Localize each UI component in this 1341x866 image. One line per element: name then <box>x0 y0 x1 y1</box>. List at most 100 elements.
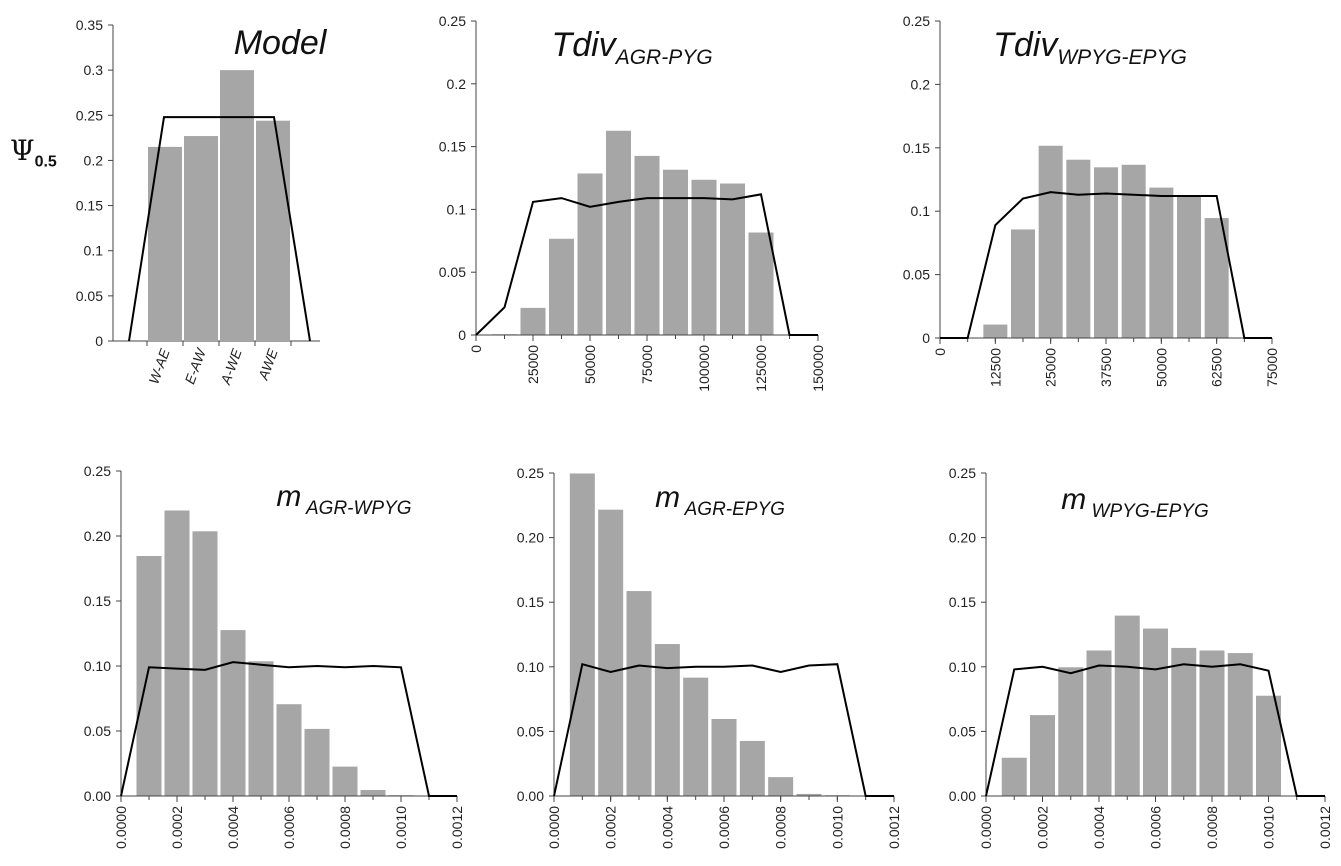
x-tick-label: 0.0012 <box>449 806 465 849</box>
x-tick-label: 0.0010 <box>829 806 845 849</box>
bar <box>1113 614 1141 797</box>
y-tick-label: 0.2 <box>911 76 931 92</box>
panel-title-main: Model <box>234 24 328 62</box>
chart-panel-6: 0.00 0.05 0.10 0.15 0.20 0.25 0.0000 0.0002 0.00… <box>949 465 1333 849</box>
chart-panel-2: 0 0.05 0.1 0.15 0.2 0.25 0 25000 50000 75000 10000… <box>439 13 826 392</box>
x-tick-label: 0.0012 <box>1317 806 1333 849</box>
y-tick-label: 0.1 <box>911 203 931 219</box>
bar <box>1037 144 1064 339</box>
x-tick-label: 50000 <box>1153 348 1169 387</box>
y-axis-label: Ψ0.5 <box>10 134 57 172</box>
panel-title: m AGR-EPYG <box>655 481 785 520</box>
x-category-label: E-AW <box>181 345 209 386</box>
x-tick-label: 75000 <box>1264 348 1280 387</box>
bar <box>1142 627 1169 797</box>
y-tick-label: 0.05 <box>949 723 976 739</box>
bar <box>625 590 653 797</box>
y-tick-label: 0.05 <box>84 723 111 739</box>
bar <box>682 676 710 797</box>
y-tick-label: 0.35 <box>76 17 103 33</box>
x-tick-label: 37500 <box>1098 348 1114 387</box>
bar <box>219 629 247 797</box>
bar <box>710 717 738 797</box>
x-tick-label: 50000 <box>582 345 598 384</box>
x-tick-label: 0.0000 <box>113 806 129 849</box>
x-tick-label: 0 <box>932 348 948 356</box>
y-tick-label: 0.15 <box>517 594 544 610</box>
y-tick-label: 0.20 <box>517 530 544 546</box>
panel-title-main: m <box>1061 483 1086 516</box>
y-tick-label: 0.05 <box>903 267 930 283</box>
bar <box>1085 649 1113 797</box>
x-category-label: A-WE <box>217 346 245 387</box>
bar <box>719 182 746 336</box>
x-tick-label: 0.0010 <box>1261 806 1277 849</box>
bar <box>633 154 661 336</box>
series-line <box>475 193 818 336</box>
y-tick-label: 0.15 <box>76 198 103 214</box>
x-tick-label: 0.0006 <box>281 806 297 849</box>
bar <box>1065 158 1092 339</box>
y-tick-label: 0.1 <box>447 201 467 217</box>
x-tick-label: 125000 <box>753 345 769 392</box>
y-tick-label: 0.1 <box>84 243 104 259</box>
panel-title: TdivWPYG-EPYG <box>993 26 1187 69</box>
y-tick-label: 0 <box>922 330 930 346</box>
bar <box>548 237 575 336</box>
y-tick-label: 0.10 <box>949 659 976 675</box>
bar <box>568 472 596 797</box>
chart-panel-5: 0.00 0.05 0.10 0.15 0.20 0.25 0.0000 0.0002 0.00… <box>517 465 902 849</box>
x-tick-label: 0.0002 <box>603 806 619 849</box>
x-category-label: W-AE <box>145 346 173 386</box>
y-tick-label: 0.15 <box>903 140 930 156</box>
panel-title: Model <box>234 24 328 62</box>
bar <box>519 306 547 336</box>
x-tick-label: 0.0006 <box>1148 806 1164 849</box>
series-line <box>553 662 894 797</box>
bar <box>1176 194 1202 339</box>
x-tick-label: 0.0004 <box>659 806 675 849</box>
bar <box>747 231 775 336</box>
bar <box>1057 666 1085 797</box>
bar <box>738 739 766 797</box>
panel-title-subscript: AGR-PYG <box>614 46 713 69</box>
y-tick-label: 0.20 <box>84 528 111 544</box>
y-tick-label: 0.25 <box>84 463 111 479</box>
panel-title-subscript: WPYG-EPYG <box>1057 46 1187 69</box>
bar <box>1010 228 1036 339</box>
x-tick-label: 0.0008 <box>773 806 789 849</box>
y-tick-label: 0.25 <box>517 465 544 481</box>
bar <box>163 509 191 797</box>
y-axis-symbol: Ψ <box>10 134 35 167</box>
x-tick-label: 0.0008 <box>1204 806 1220 849</box>
x-tick-label: 0 <box>468 345 484 353</box>
panel-title-main: m <box>655 481 680 514</box>
bar <box>982 323 1009 339</box>
y-tick-label: 0.05 <box>439 264 466 280</box>
bar <box>303 727 331 797</box>
x-tick-label: 0.0000 <box>546 806 562 849</box>
y-tick-label: 0.15 <box>84 593 111 609</box>
y-tick-label: 0 <box>458 327 466 343</box>
x-category-label: AWE <box>255 346 281 383</box>
x-tick-label: 0.0002 <box>1035 806 1051 849</box>
x-tick-label: 0.0010 <box>393 806 409 849</box>
x-tick-label: 150000 <box>810 345 826 392</box>
bar <box>220 70 254 342</box>
bar <box>275 703 303 797</box>
bar <box>690 178 718 336</box>
bar <box>148 146 182 341</box>
y-tick-label: 0.00 <box>949 788 976 804</box>
bar <box>256 120 290 342</box>
x-tick-label: 25000 <box>525 345 541 384</box>
chart-panel-1: 0 0.05 0.1 0.15 0.2 0.25 0.3 0.35 W-AE E-AW A-WE AW… <box>76 17 328 387</box>
chart-panel-3: 0 0.05 0.1 0.15 0.2 0.25 0 12500 25000 37500 50000… <box>903 13 1280 387</box>
bar <box>359 789 387 797</box>
bar <box>1000 756 1028 797</box>
y-tick-label: 0.10 <box>517 659 544 675</box>
y-tick-label: 0.15 <box>949 594 976 610</box>
x-tick-label: 0.0004 <box>1091 806 1107 849</box>
y-tick-label: 0 <box>95 333 103 349</box>
bar <box>135 555 163 797</box>
